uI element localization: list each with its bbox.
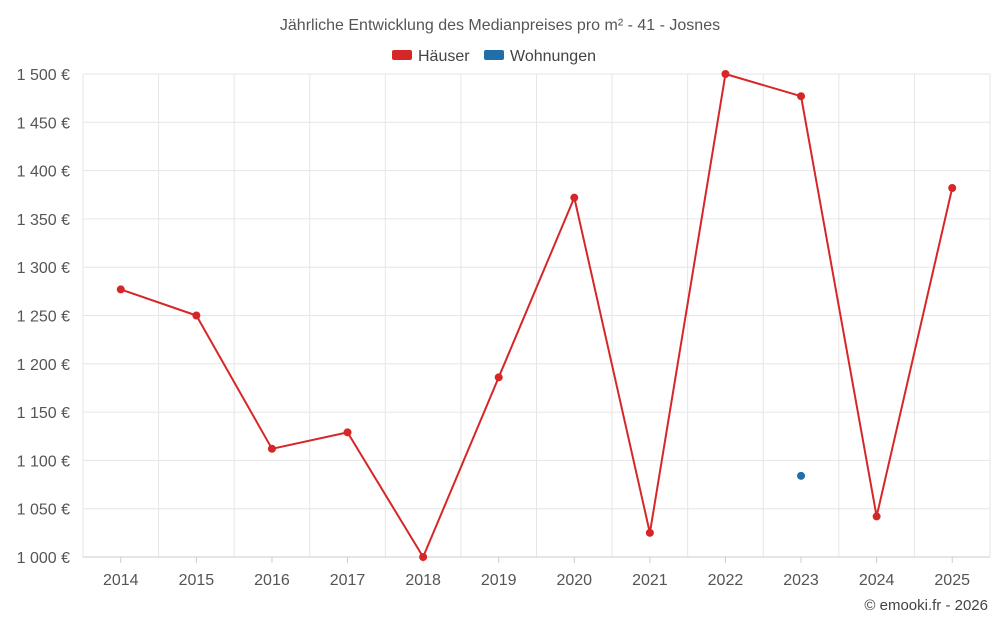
data-point-haeuser[interactable] — [419, 553, 428, 561]
x-tick-label: 2015 — [179, 572, 215, 589]
grid — [82, 73, 991, 557]
legend-item-haeuser[interactable]: Häuser — [392, 48, 470, 65]
x-tick-label: 2023 — [783, 572, 819, 589]
y-axis: 1 000 € 1 050 € 1 100 € 1 150 € 1 200 € 1 250… — [17, 67, 70, 567]
x-tick-label: 2020 — [556, 572, 592, 589]
x-tick-label: 2019 — [481, 572, 517, 589]
series-haeuser — [116, 70, 957, 561]
legend-label-haeuser: Häuser — [418, 48, 470, 65]
data-point-haeuser[interactable] — [343, 428, 352, 437]
data-point-haeuser[interactable] — [192, 311, 201, 320]
data-point-haeuser[interactable] — [721, 70, 730, 78]
y-tick-label: 1 250 € — [17, 309, 70, 326]
data-point-haeuser[interactable] — [570, 193, 579, 202]
legend-swatch-haeuser — [392, 50, 412, 60]
data-point-haeuser[interactable] — [267, 444, 276, 453]
x-tick-label: 2016 — [254, 572, 290, 589]
data-point-haeuser[interactable] — [494, 373, 503, 382]
y-tick-label: 1 050 € — [17, 502, 70, 519]
chart-title: Jährliche Entwicklung des Medianpreises … — [280, 17, 720, 34]
x-tick-label: 2024 — [859, 572, 895, 589]
credit-text: © emooki.fr - 2026 — [864, 597, 988, 614]
legend: Häuser Wohnungen — [392, 48, 596, 65]
x-tick-label: 2017 — [330, 572, 366, 589]
data-point-haeuser[interactable] — [872, 512, 881, 521]
y-tick-label: 1 000 € — [17, 550, 70, 567]
y-tick-label: 1 200 € — [17, 357, 70, 374]
x-tick-label: 2014 — [103, 572, 139, 589]
data-point-haeuser[interactable] — [645, 528, 654, 537]
y-tick-label: 1 150 € — [17, 405, 70, 422]
y-tick-label: 1 500 € — [17, 67, 70, 84]
x-axis: 2014 2015 2016 2017 2018 2019 2020 2021 2022 2023… — [83, 556, 990, 589]
x-tick-label: 2018 — [405, 572, 441, 589]
x-tick-label: 2025 — [934, 572, 970, 589]
plot-area — [116, 70, 957, 561]
legend-label-wohnungen: Wohnungen — [510, 48, 596, 65]
legend-item-wohnungen[interactable]: Wohnungen — [484, 48, 596, 65]
y-tick-label: 1 350 € — [17, 212, 70, 229]
series-line-haeuser — [120, 73, 954, 558]
legend-swatch-wohnungen — [484, 50, 504, 60]
y-tick-label: 1 400 € — [17, 164, 70, 181]
data-point-wohnungen[interactable] — [797, 471, 806, 480]
y-tick-label: 1 450 € — [17, 115, 70, 132]
x-tick-label: 2021 — [632, 572, 668, 589]
y-tick-label: 1 300 € — [17, 260, 70, 277]
y-tick-label: 1 100 € — [17, 453, 70, 470]
data-point-haeuser[interactable] — [116, 285, 125, 294]
data-point-haeuser[interactable] — [948, 183, 957, 192]
x-tick-label: 2022 — [708, 572, 744, 589]
data-point-haeuser[interactable] — [797, 92, 806, 101]
series-wohnungen — [797, 471, 806, 480]
